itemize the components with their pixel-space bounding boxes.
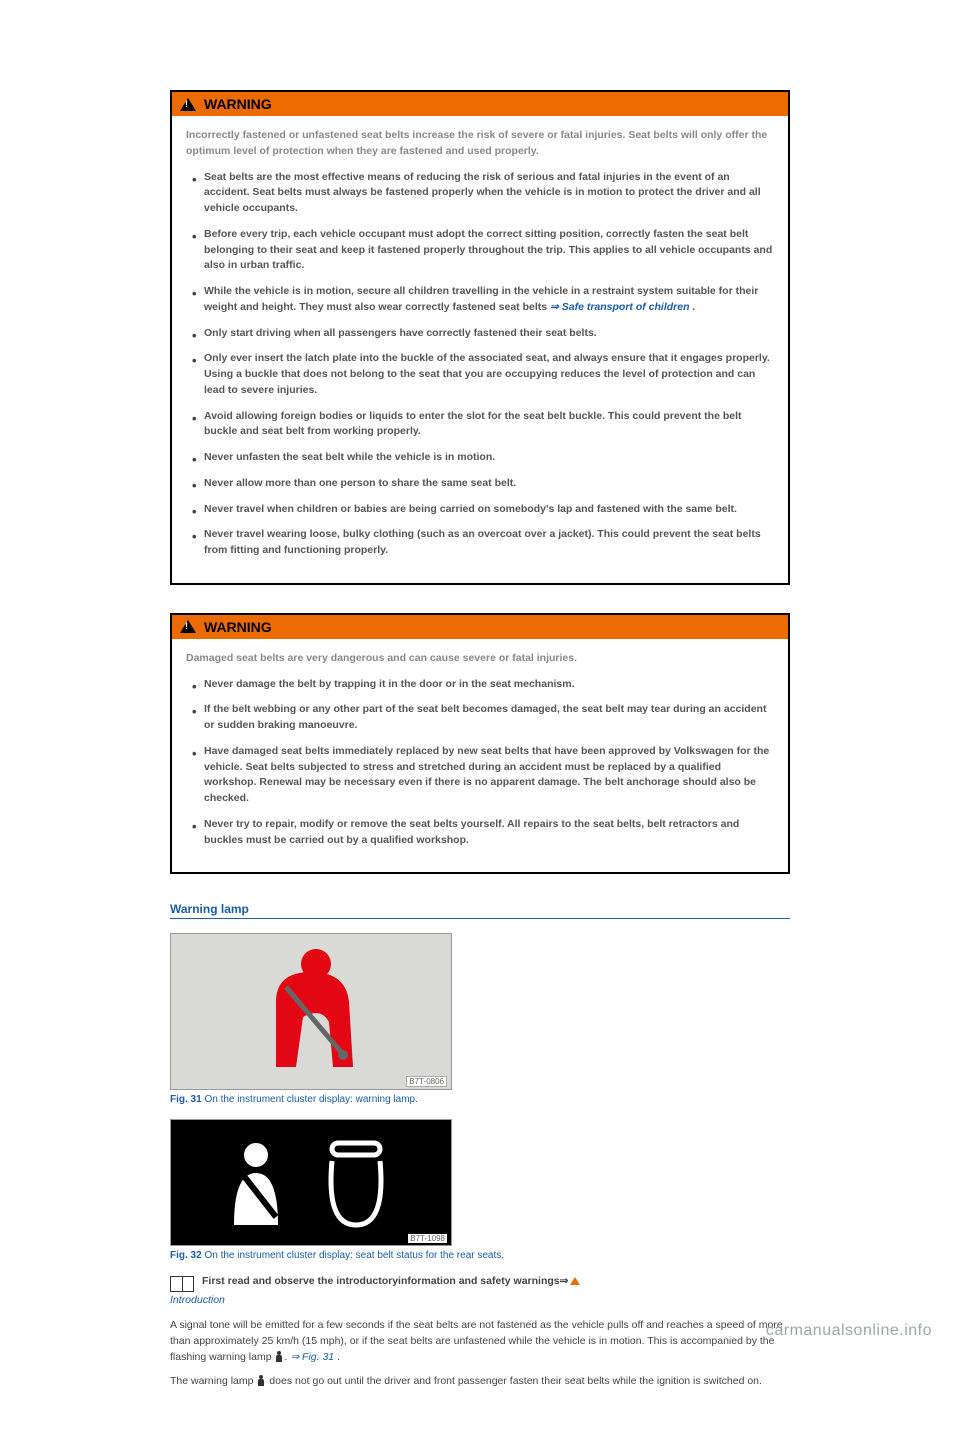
warning-intro: Damaged seat belts are very dangerous an… <box>186 651 774 667</box>
warning-box-1: WARNING Incorrectly fastened or unfasten… <box>170 90 790 585</box>
warning-item: Only start driving when all passengers h… <box>186 326 774 342</box>
warning-item: Before every trip, each vehicle occupant… <box>186 227 774 274</box>
warning-list: Seat belts are the most effective means … <box>186 170 774 559</box>
warning-item: Never allow more than one person to shar… <box>186 476 774 492</box>
seatbelt-warning-icon <box>274 1351 284 1363</box>
warning-header: WARNING <box>172 92 788 116</box>
warning-title: WARNING <box>204 619 272 635</box>
body-paragraph: A signal tone will be emitted for a few … <box>170 1318 790 1365</box>
fig-31-link[interactable]: ⇒ Fig. 31 <box>290 1351 334 1363</box>
page-content: WARNING Incorrectly fastened or unfasten… <box>170 0 790 1437</box>
warning-triangle-icon <box>180 620 196 633</box>
book-icon <box>170 1276 194 1292</box>
warning-item: Never travel when children or babies are… <box>186 502 774 518</box>
introduction-link[interactable]: Introduction <box>170 1294 790 1306</box>
figure-32-caption: Fig. 32 On the instrument cluster displa… <box>170 1250 790 1261</box>
warning-item: While the vehicle is in motion, secure a… <box>186 284 774 316</box>
figure-31: B7T-0806 Fig. 31 On the instrument clust… <box>170 933 790 1105</box>
figure-31-image: B7T-0806 <box>170 933 452 1090</box>
warning-item: Never damage the belt by trapping it in … <box>186 677 774 693</box>
section-title: Warning lamp <box>170 902 790 919</box>
warning-item: Never try to repair, modify or remove th… <box>186 817 774 849</box>
safe-transport-link[interactable]: ⇒ Safe transport of children <box>550 301 689 313</box>
read-first-note: First read and observe the introductoryi… <box>170 1275 790 1292</box>
warning-item: Seat belts are the most effective means … <box>186 170 774 217</box>
warning-item: Only ever insert the latch plate into th… <box>186 351 774 398</box>
figure-code: B7T-1098 <box>408 1234 447 1243</box>
figure-32: B7T-1098 Fig. 32 On the instrument clust… <box>170 1119 790 1261</box>
warning-body: Damaged seat belts are very dangerous an… <box>172 639 788 873</box>
body-paragraph: The warning lamp does not go out until t… <box>170 1374 790 1390</box>
warning-item: Have damaged seat belts immediately repl… <box>186 744 774 807</box>
warning-item: Never travel wearing loose, bulky clothi… <box>186 527 774 559</box>
warning-item: If the belt webbing or any other part of… <box>186 702 774 734</box>
warning-box-2: WARNING Damaged seat belts are very dang… <box>170 613 790 875</box>
seatbelt-warning-icon <box>256 1375 266 1387</box>
warning-triangle-icon <box>570 1277 580 1285</box>
warning-list: Never damage the belt by trapping it in … <box>186 677 774 849</box>
warning-triangle-icon <box>180 98 196 111</box>
watermark: carmanualsonline.info <box>766 1322 932 1340</box>
warning-item: Avoid allowing foreign bodies or liquids… <box>186 409 774 441</box>
warning-body: Incorrectly fastened or unfastened seat … <box>172 116 788 583</box>
warning-title: WARNING <box>204 96 272 112</box>
figure-code: B7T-0806 <box>406 1076 447 1087</box>
figure-31-caption: Fig. 31 On the instrument cluster displa… <box>170 1094 790 1105</box>
warning-intro: Incorrectly fastened or unfastened seat … <box>186 128 774 160</box>
warning-header: WARNING <box>172 615 788 639</box>
figure-32-image: B7T-1098 <box>170 1119 452 1246</box>
warning-item: Never unfasten the seat belt while the v… <box>186 450 774 466</box>
